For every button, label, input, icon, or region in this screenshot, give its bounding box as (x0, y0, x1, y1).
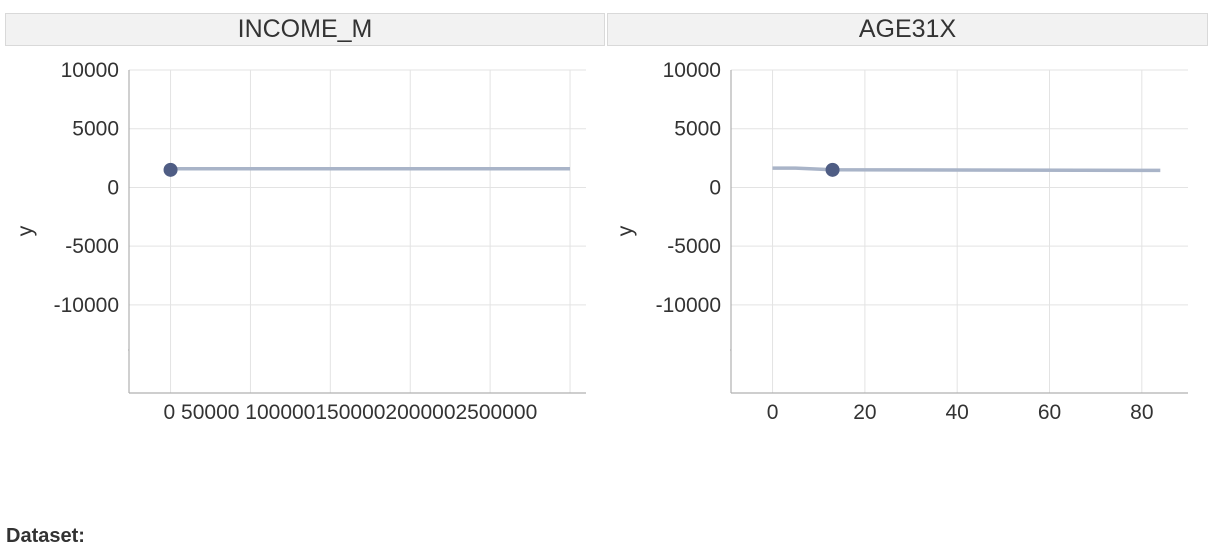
y-tick-label: 5000 (674, 118, 721, 141)
data-point (825, 162, 840, 177)
y-tick-label: 10000 (61, 59, 119, 82)
panel-title-age31x: AGE31X (607, 13, 1208, 46)
data-point (163, 162, 178, 177)
y-axis-label: y (14, 225, 37, 236)
x-tick-label: 80 (1130, 401, 1153, 424)
y-tick-label: -5000 (65, 235, 119, 258)
x-tick-label: 40 (946, 401, 969, 424)
x-tick-label: 0 (767, 401, 779, 424)
y-tick-label: 0 (107, 176, 119, 199)
y-tick-label: -10000 (54, 294, 119, 317)
y-tick-label: -10000 (656, 294, 721, 317)
series-line (772, 166, 1161, 173)
y-tick-label: -5000 (667, 235, 721, 258)
x-tick-label: 20 (853, 401, 876, 424)
panel-title-income-m: INCOME_M (5, 13, 605, 46)
y-tick-label: 5000 (72, 118, 119, 141)
facet-chart: 10000 5000 0 -5000 -10000 0 50000 10000015000… (14, 59, 1188, 424)
x-tick-label: 60 (1038, 401, 1061, 424)
x-tick-labels: 0 50000 1000001500002000002500000 (164, 401, 538, 424)
y-axis-label: y (614, 225, 637, 236)
dataset-label: Dataset: (6, 525, 85, 547)
y-tick-label: 10000 (663, 59, 721, 82)
y-tick-label: 0 (709, 176, 721, 199)
